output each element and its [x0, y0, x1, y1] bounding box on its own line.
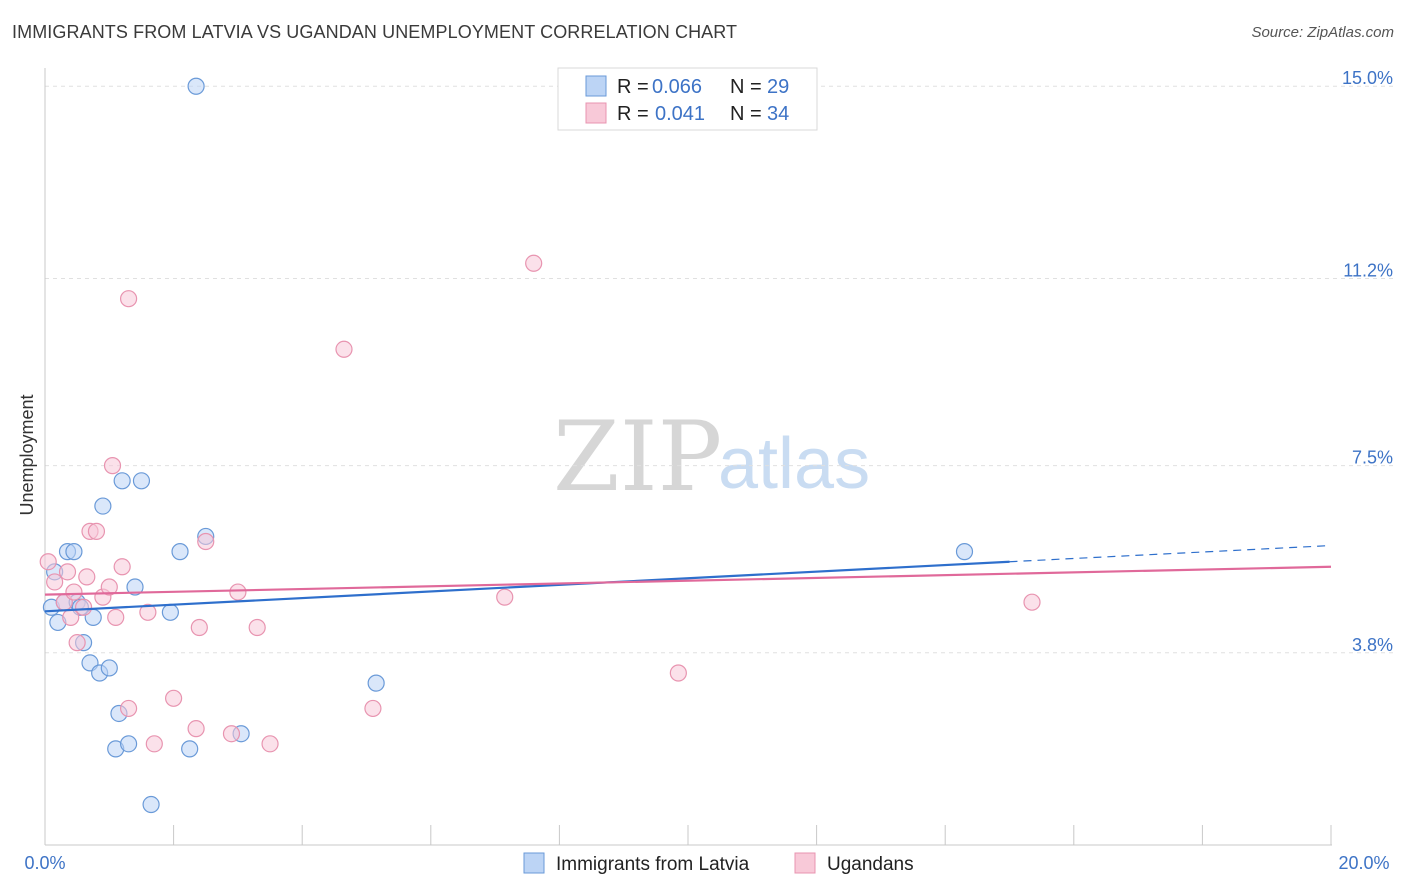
legend-n-label-1: N =	[730, 76, 762, 98]
legend-r-label-2: R =	[617, 103, 649, 125]
ugandan-point	[229, 583, 247, 601]
latvia-point	[187, 77, 205, 95]
ugandan-point	[119, 290, 138, 308]
y-tick-label: 11.2%	[1343, 260, 1393, 280]
data-points	[39, 77, 1041, 814]
legend-r-value-1: 0.066	[652, 76, 702, 98]
latvia-point	[171, 543, 189, 561]
ugandan-point	[364, 699, 382, 718]
ugandan-point	[145, 735, 163, 753]
latvia-trend-line	[44, 560, 1010, 613]
y-tick-label: 3.8%	[1352, 635, 1393, 655]
ugandan-point	[74, 598, 93, 616]
ugandan-point	[119, 699, 138, 718]
ugandan-point	[248, 618, 266, 637]
ugandan-point	[107, 608, 125, 626]
legend-n-label-2: N =	[730, 103, 762, 125]
ugandan-point	[87, 522, 106, 540]
latvia-point	[142, 795, 160, 814]
ugandan-point	[222, 725, 241, 743]
watermark-zip: ZIP	[553, 401, 722, 513]
ugandan-point	[197, 532, 215, 551]
latvia-point	[955, 543, 974, 561]
ugandan-point	[525, 254, 543, 272]
y-tick-labels: 3.8% 7.5% 11.2% 15.0%	[1342, 68, 1393, 655]
latvia-point	[132, 472, 151, 490]
ugandan-point	[261, 735, 279, 753]
series-legend: Immigrants from Latvia Ugandans	[523, 852, 914, 875]
ugandan-point	[669, 664, 687, 682]
ugandan-point	[335, 340, 353, 358]
bottom-legend-label-1: Immigrants from Latvia	[556, 854, 750, 875]
latvia-point	[367, 674, 385, 692]
latvia-point	[100, 659, 118, 677]
x-axis-ticks	[173, 825, 1332, 845]
latvia-point	[113, 472, 131, 490]
ugandan-point	[190, 618, 208, 637]
chart-title: IMMIGRANTS FROM LATVIA VS UGANDAN UNEMPL…	[12, 22, 738, 42]
legend-swatch-blue	[585, 75, 607, 97]
ugandan-point	[103, 457, 122, 475]
ugandan-point	[113, 558, 131, 576]
correlation-legend: R = 0.066 N = 29 R = 0.041 N = 34	[557, 67, 818, 131]
latvia-point	[161, 603, 179, 621]
bottom-legend-swatch-blue	[523, 852, 545, 874]
ugandan-point	[187, 720, 205, 738]
ugandan-point	[58, 563, 77, 581]
ugandan-point	[100, 578, 118, 596]
ugandan-point	[68, 634, 86, 652]
ugandan-trend-line	[44, 565, 1332, 596]
latvia-point	[94, 497, 112, 515]
ugandan-point	[65, 583, 83, 601]
x-tick-label-max: 20.0%	[1338, 853, 1389, 873]
ugandan-point	[496, 588, 514, 606]
y-tick-label: 7.5%	[1352, 448, 1393, 468]
ugandan-point	[39, 553, 57, 571]
y-tick-label: 15.0%	[1342, 68, 1393, 88]
watermark-atlas: atlas	[718, 424, 870, 504]
bottom-legend-swatch-pink	[794, 852, 816, 874]
ugandan-point	[78, 568, 96, 586]
latvia-point	[119, 735, 138, 753]
ugandan-point	[1023, 593, 1041, 611]
latvia-point	[65, 543, 83, 561]
bottom-legend-label-2: Ugandans	[827, 854, 914, 875]
latvia-trend-extension	[1009, 544, 1332, 563]
source-credit: Source: ZipAtlas.com	[1251, 24, 1394, 41]
gridlines	[45, 85, 1395, 654]
legend-r-label-1: R =	[617, 76, 649, 98]
x-tick-label-min: 0.0%	[24, 853, 65, 873]
latvia-point	[126, 578, 144, 596]
ugandan-point	[46, 573, 64, 591]
latvia-point	[181, 740, 199, 758]
ugandan-point	[165, 689, 183, 707]
legend-swatch-pink	[585, 102, 607, 124]
ugandan-point	[139, 603, 157, 621]
legend-n-value-1: 29	[767, 76, 789, 98]
legend-r-value-2: 0.041	[655, 103, 705, 125]
legend-n-value-2: 34	[767, 103, 789, 125]
trend-lines	[44, 544, 1332, 613]
y-axis-label: Unemployment	[17, 394, 37, 515]
